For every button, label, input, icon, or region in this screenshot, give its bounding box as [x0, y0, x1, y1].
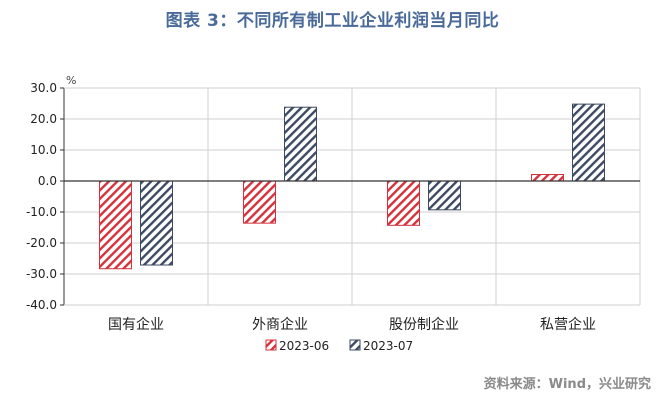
source-note: 资料来源：Wind，兴业研究: [483, 377, 651, 392]
y-tick-label: -30.0: [26, 267, 57, 281]
bar-2023-07-股份制企业: [428, 180, 461, 211]
bar-2023-06-国有企业: [99, 180, 132, 270]
legend-label-2023-06: 2023-06: [279, 339, 329, 353]
x-tick-label: 国有企业: [108, 316, 164, 333]
y-unit-label: %: [66, 74, 76, 87]
y-tick-label: 0.0: [38, 174, 57, 188]
y-tick-label: -40.0: [26, 298, 57, 312]
bar-2023-07-私营企业: [572, 103, 605, 182]
chart-title: 图表 3：不同所有制工业企业利润当月同比: [165, 11, 500, 31]
legend-swatch-2023-07: [349, 339, 361, 351]
x-tick-label: 外商企业: [252, 316, 308, 333]
y-tick-label: -20.0: [26, 236, 57, 250]
x-tick-label: 私营企业: [540, 316, 596, 333]
bar-2023-07-国有企业: [140, 180, 173, 266]
bar-2023-06-股份制企业: [387, 180, 420, 226]
x-tick-label: 股份制企业: [389, 316, 459, 333]
legend-swatch-2023-06: [265, 339, 277, 351]
bar-2023-07-外商企业: [284, 106, 317, 182]
bar-2023-06-外商企业: [243, 180, 276, 224]
legend-label-2023-07: 2023-07: [363, 339, 413, 353]
y-tick-label: 20.0: [30, 112, 57, 126]
y-tick-label: 30.0: [30, 81, 57, 95]
y-tick-label: 10.0: [30, 143, 57, 157]
bar-2023-06-私营企业: [531, 173, 564, 182]
y-tick-label: -10.0: [26, 205, 57, 219]
